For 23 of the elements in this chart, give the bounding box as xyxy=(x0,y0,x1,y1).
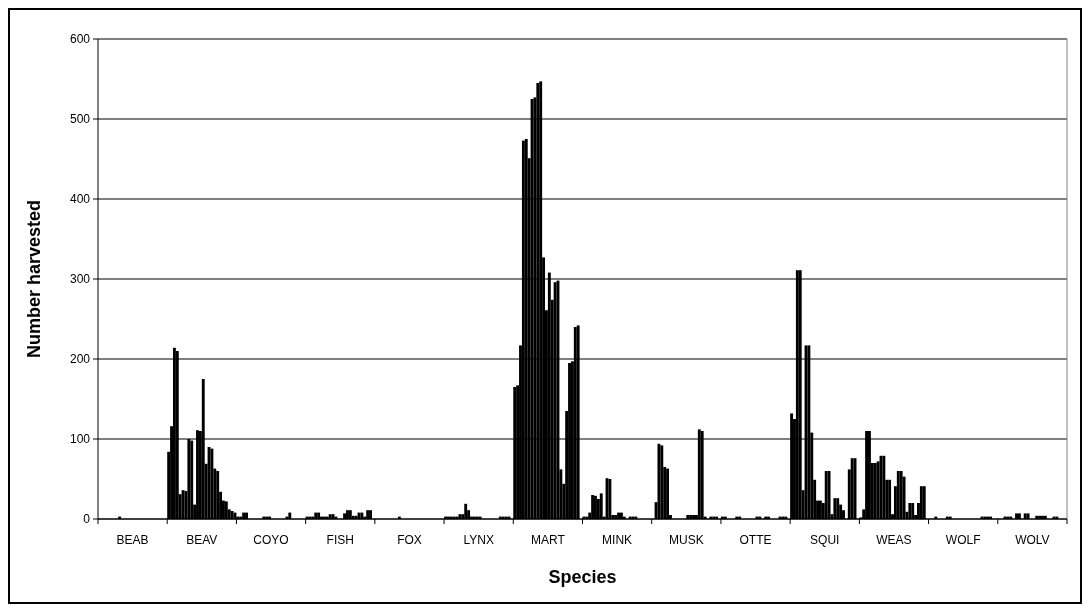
x-tick-label: OTTE xyxy=(739,533,772,547)
x-tick-label: MART xyxy=(531,533,566,547)
y-tick-label: 300 xyxy=(69,272,91,287)
x-axis-title: Species xyxy=(548,567,617,587)
x-tick-label: FISH xyxy=(326,533,354,547)
x-tick-label: WOLV xyxy=(1015,533,1050,547)
x-tick-label: WEAS xyxy=(876,533,912,547)
x-tick-label: WOLF xyxy=(945,533,981,547)
x-tick-label: MUSK xyxy=(668,533,704,547)
x-tick-label: COYO xyxy=(253,533,289,547)
y-tick-label: 100 xyxy=(69,432,91,447)
y-tick-label: 500 xyxy=(69,112,91,127)
x-tick-label: BEAV xyxy=(186,533,218,547)
x-tick-label: SQUI xyxy=(810,533,840,547)
y-axis-title: Number harvested xyxy=(24,199,44,359)
x-tick-label: LYNX xyxy=(463,533,494,547)
x-tick-label: FOX xyxy=(397,533,422,547)
x-tick-label: BEAB xyxy=(116,533,149,547)
x-tick-label: MINK xyxy=(602,533,633,547)
y-tick-label: 0 xyxy=(83,512,91,527)
y-tick-label: 400 xyxy=(69,192,91,207)
y-tick-label: 600 xyxy=(69,32,91,47)
y-tick-label: 200 xyxy=(69,352,91,367)
